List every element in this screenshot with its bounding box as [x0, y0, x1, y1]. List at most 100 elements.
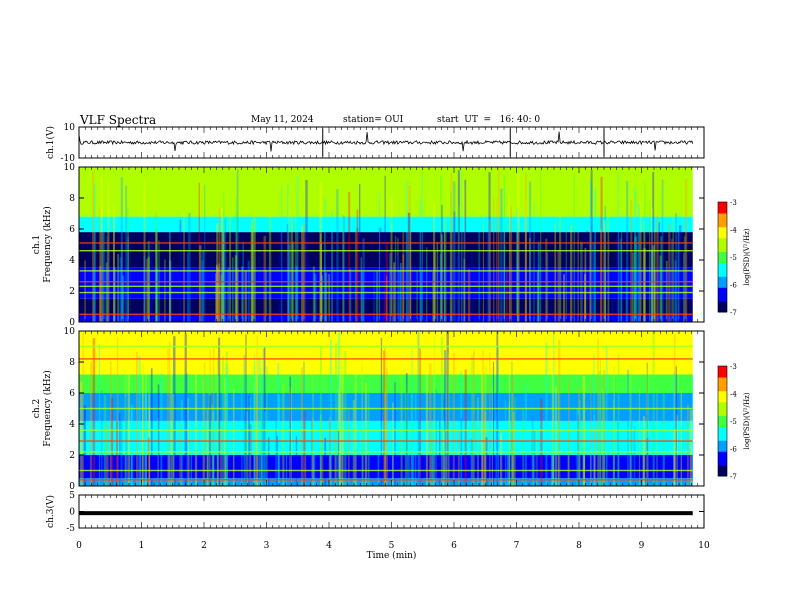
ch1-streak-179 [611, 273, 614, 322]
ch2-streak-17 [617, 354, 620, 486]
ch1-colorbar-tick: -4 [730, 227, 737, 235]
ch1-line-2 [79, 285, 693, 288]
ch1-streak-65 [287, 268, 289, 322]
ch2-line-2 [79, 451, 693, 453]
ch2-streak-239 [253, 354, 256, 486]
ch2-colorbar-label: log(PSD)(V²/Hz) [743, 392, 751, 449]
ch1-streak-110 [220, 207, 224, 322]
ch1-streak-157 [545, 238, 548, 322]
ch2-streak-55 [172, 344, 175, 486]
ch1-streak-15 [546, 252, 549, 322]
ch1-streak-51 [453, 211, 456, 322]
ch1-band-2 [79, 267, 693, 299]
ch2-colorbar-cell [718, 429, 727, 433]
ch1-streak-13 [199, 239, 202, 322]
ch1-colorbar-tick: -7 [730, 309, 737, 317]
ch1-colorbar-cell [718, 270, 727, 274]
ch2-streak-230 [692, 376, 694, 486]
ch1-streak-249 [150, 260, 152, 322]
ch2-streak-150 [289, 376, 292, 486]
ch2-streak-205 [540, 398, 543, 486]
ch2-streak-218 [506, 419, 509, 486]
ch1-streak-225 [122, 275, 125, 322]
ch2-ytick-label: 6 [69, 389, 75, 399]
ch2-colorbar-cell [718, 366, 727, 370]
ch1-streak-144 [265, 269, 267, 322]
ch1-streak-114 [621, 212, 623, 322]
ch1-streak-215 [497, 167, 500, 322]
ch2-colorbar-cell [718, 415, 727, 419]
ch2-streak-173 [470, 439, 473, 486]
ch2-streak-16 [484, 437, 488, 486]
ch1-colorbar-cell [718, 248, 727, 252]
ch1-streak-207 [643, 248, 646, 322]
ch1-streak-167 [121, 242, 123, 322]
ch2-streak-159 [689, 410, 693, 486]
ch2-streak-23 [676, 414, 678, 486]
ch2-streak-226 [419, 348, 421, 486]
ch2-streak-124 [167, 346, 169, 486]
ch2-streak-35 [673, 372, 676, 486]
ch2-colorbar-cell [718, 434, 727, 438]
ch2-line-6 [79, 358, 693, 360]
ch2-colorbar-cell [718, 399, 727, 403]
ch2-streak-62 [329, 339, 333, 486]
ch1-streak-70 [348, 192, 351, 322]
ch1-streak-38 [328, 274, 331, 322]
ch2-streak-217 [414, 393, 417, 486]
ch1-ytick-label: 6 [69, 225, 75, 235]
ch2-streak-165 [98, 343, 101, 486]
ch1-streak-187 [390, 194, 393, 322]
ch2-streak-139 [447, 353, 450, 486]
ch2-streak-126 [386, 368, 388, 486]
ch1-streak-119 [231, 257, 234, 322]
ch2-colorbar-cell [718, 388, 727, 392]
ch2-streak-232 [425, 338, 428, 486]
ch2-streak-34 [673, 334, 676, 486]
x-tick-label-1: 1 [139, 541, 145, 551]
ch1-colorbar-cell [718, 301, 727, 305]
ch1-colorbar-cell [718, 204, 727, 208]
ch1-colorbar-cell [718, 279, 727, 283]
ch2-streak-85 [124, 368, 127, 486]
ch2-streak-166 [452, 352, 455, 486]
ch1-streak-99 [683, 243, 686, 322]
ch2-streak-144 [275, 408, 278, 486]
ch2-streak-227 [646, 366, 649, 486]
ch2-streak-9 [430, 435, 433, 486]
ch2-streak-50 [222, 356, 225, 486]
ch1-streak-217 [84, 260, 86, 322]
ch2-streak-110 [303, 361, 305, 486]
ch1-streak-142 [467, 269, 471, 322]
ch2-streak-74 [553, 333, 555, 486]
ch1-colorbar-cell [718, 276, 727, 280]
ch1-colorbar-cell [718, 207, 727, 211]
ch1-streak-183 [164, 259, 166, 322]
ch1-colorbar-cell [718, 265, 727, 269]
ch1-streak-240 [295, 265, 298, 322]
ch2-streak-128 [282, 383, 285, 486]
ch2-streak-78 [552, 403, 555, 486]
ch1-streak-73 [183, 212, 185, 322]
ch1-streak-184 [635, 235, 637, 322]
ch1-colorbar-cell [718, 262, 727, 266]
ch2-band-1 [79, 455, 693, 479]
ch2-streak-30 [511, 386, 514, 486]
ch2-streak-46 [206, 409, 209, 486]
ch1-colorbar-cell [718, 237, 727, 241]
ch1-streak-131 [324, 272, 328, 322]
ch1-streak-29 [639, 201, 642, 322]
ch1-streak-133 [432, 203, 436, 322]
ch1-streak-206 [356, 209, 359, 322]
ch1-colorbar-cell [718, 215, 727, 219]
ch1-streak-214 [342, 215, 345, 322]
ch2-streak-216 [557, 380, 560, 486]
ch2-streak-243 [141, 349, 144, 486]
ch1-streak-48 [295, 167, 297, 322]
ch1-streak-243 [554, 223, 557, 322]
ch1-streak-108 [335, 271, 338, 322]
ch2-streak-107 [264, 411, 267, 486]
ch2-colorbar-cell [718, 443, 727, 447]
ch1-streak-18 [420, 271, 422, 322]
ch2-streak-127 [224, 377, 227, 486]
